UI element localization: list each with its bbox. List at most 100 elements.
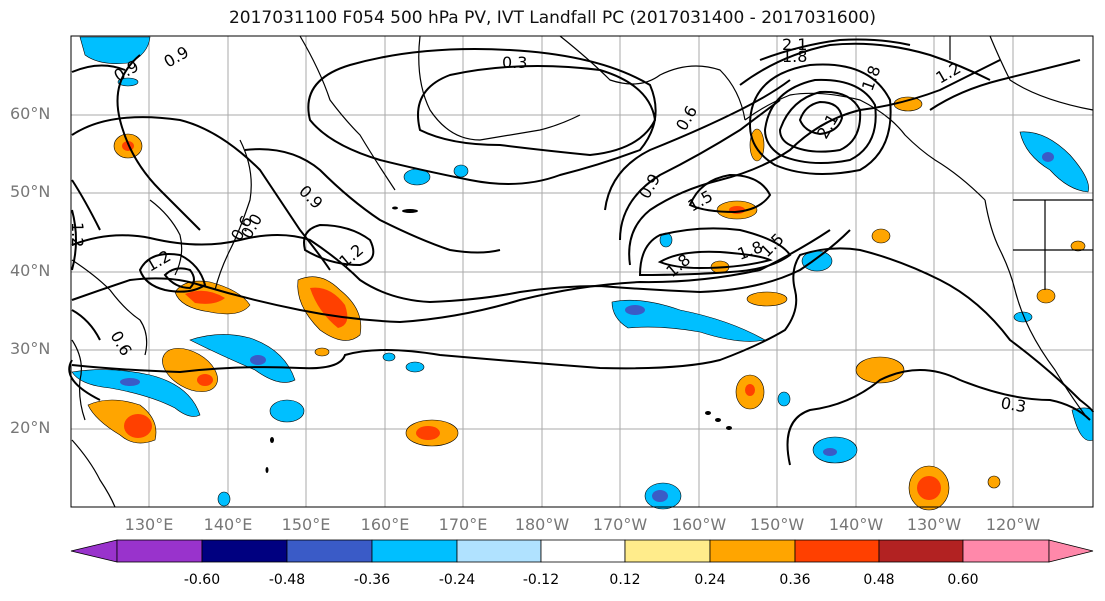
contour-2.4	[798, 100, 844, 136]
contour-0.3	[307, 48, 657, 185]
lon-label: 140°W	[828, 515, 884, 534]
contour-0.3	[71, 247, 1094, 413]
positive-anomaly	[749, 128, 765, 162]
coastlines	[71, 35, 1094, 508]
colorbar-tick-label: 0.48	[863, 572, 895, 588]
colorbar-tick-label: 0.24	[694, 572, 726, 588]
contour-1.5	[638, 227, 792, 277]
contour-label: 0.3	[999, 393, 1027, 416]
colorbar-extend-high	[1048, 539, 1094, 563]
contour-1.2	[929, 59, 1081, 111]
contour-0.6	[71, 229, 851, 304]
lat-label: 40°N	[10, 261, 51, 280]
negative-anomaly	[1019, 131, 1089, 193]
contour-1.8	[739, 42, 991, 86]
negative-anomaly	[79, 36, 151, 64]
negative-anomaly	[1013, 311, 1033, 323]
negative-anomaly	[189, 334, 296, 383]
negative-anomaly	[117, 77, 139, 87]
colorbar-tick-label: 0.60	[947, 572, 979, 588]
contour-1.2	[303, 223, 375, 267]
positive-anomaly	[1036, 288, 1056, 304]
negative-anomaly	[269, 399, 305, 423]
colorbar-segment	[794, 539, 880, 563]
lon-label: 120°W	[985, 515, 1041, 534]
contour-0.9	[244, 148, 501, 254]
negative-anomaly	[405, 361, 425, 373]
lon-label: 140°E	[203, 515, 253, 534]
colorbar-extend-low	[70, 539, 118, 563]
colorbar-tick-label: -0.48	[268, 572, 306, 588]
colorbar-segment	[456, 539, 542, 563]
contour-1.2	[71, 116, 331, 271]
lon-label: 130°W	[906, 515, 962, 534]
contour-0.3	[417, 65, 657, 157]
positive-anomaly	[871, 228, 891, 244]
positive-anomaly	[1070, 240, 1086, 252]
negative-anomaly	[453, 164, 469, 178]
colorbar-segment	[624, 539, 711, 563]
contour-1.8	[657, 250, 773, 270]
gridlines	[71, 36, 1093, 507]
contour-1.5	[688, 173, 772, 214]
colorbar-segment	[286, 539, 373, 563]
colorbar-segment	[878, 539, 964, 563]
positive-anomaly	[987, 475, 1001, 489]
lon-label: 150°E	[281, 515, 331, 534]
lat-label: 20°N	[10, 418, 51, 437]
contour-label: 1.2	[68, 222, 87, 247]
contour-0.9	[116, 54, 201, 231]
contour-1.8	[163, 267, 195, 290]
negative-anomaly	[71, 369, 201, 417]
contour-1.5	[748, 63, 892, 175]
contour-2.1	[759, 38, 911, 61]
negative-anomaly	[777, 391, 791, 407]
lon-label: 150°W	[749, 515, 805, 534]
colorbar-segment	[540, 539, 626, 563]
contour-0.9	[619, 99, 781, 241]
contour-1.2	[628, 59, 1001, 266]
negative-anomaly	[217, 491, 231, 507]
contour-label: 0.3	[502, 53, 527, 72]
colorbar-segment	[709, 539, 796, 563]
contour-1.8	[763, 78, 877, 164]
lon-label: 160°E	[360, 515, 410, 534]
colorbar	[70, 539, 1094, 563]
lon-label: 180°W	[514, 515, 570, 534]
map-title: 2017031100 F054 500 hPa PV, IVT Landfall…	[228, 8, 876, 28]
lon-label: 170°E	[438, 515, 488, 534]
contour-1.2	[138, 253, 207, 293]
positive-anomaly	[746, 291, 788, 307]
contour-0.3	[786, 369, 1091, 466]
contour-0.9	[71, 64, 126, 73]
pv-contours	[68, 38, 1094, 466]
negative-anomaly	[611, 299, 766, 342]
positive-anomaly	[855, 356, 905, 384]
colorbar-tick-label: -0.60	[183, 572, 221, 588]
contour-label: 2.1	[782, 35, 807, 54]
colorbar-segment	[962, 539, 1050, 563]
colorbar-segment	[371, 539, 458, 563]
lon-label: 130°E	[124, 515, 174, 534]
colorbar-tick-label: 0.36	[779, 572, 811, 588]
contour-0.6	[604, 79, 791, 211]
positive-anomaly	[314, 347, 330, 357]
contour-label: 1.8	[782, 47, 807, 66]
contour-0.6	[71, 179, 101, 271]
contour-0.9	[71, 229, 831, 324]
contour-2.1	[778, 90, 862, 153]
anomaly-fills	[71, 36, 1094, 511]
lat-label: 30°N	[10, 339, 51, 358]
colorbar-tick-label: -0.36	[353, 572, 391, 588]
lat-label: 60°N	[10, 104, 51, 123]
colorbar-segment	[201, 539, 288, 563]
islands	[265, 206, 732, 473]
colorbar-tick-label: -0.12	[522, 572, 560, 588]
lon-label: 160°W	[671, 515, 727, 534]
lon-label: 170°W	[592, 515, 648, 534]
contour-0.9	[71, 309, 101, 341]
positive-anomaly	[893, 96, 923, 112]
colorbar-tick-label: -0.24	[438, 572, 476, 588]
colorbar-segment	[116, 539, 203, 563]
